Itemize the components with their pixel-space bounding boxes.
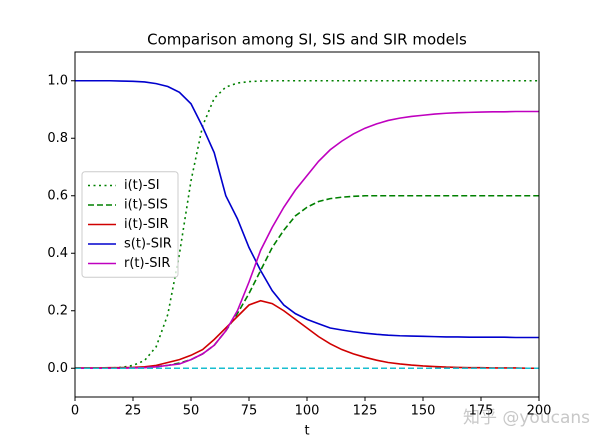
x-tick-label: 200 [527, 404, 552, 419]
legend-box [81, 171, 179, 278]
x-tick-label: 150 [411, 404, 436, 419]
y-tick-label: 0.2 [47, 303, 68, 318]
chart-title: Comparison among SI, SIS and SIR models [147, 31, 467, 49]
y-tick-label: 0.6 [47, 188, 68, 203]
x-tick-label: 100 [295, 404, 320, 419]
y-tick-label: 0.8 [47, 131, 68, 146]
series-line [75, 110, 539, 370]
legend-label: r(t)-SIR [124, 256, 170, 271]
x-tick-label: 175 [469, 404, 494, 419]
legend-label: i(t)-SIR [124, 217, 169, 232]
x-tick-label: 125 [353, 404, 378, 419]
legend-label: i(t)-SI [124, 178, 160, 193]
y-tick-label: 0.0 [47, 361, 68, 376]
x-tick-label: 50 [183, 404, 200, 419]
series-line [75, 79, 539, 370]
x-axis-label: t [304, 424, 309, 439]
watermark: 知乎 @youcans [463, 408, 590, 428]
x-tick-label: 75 [241, 404, 258, 419]
series-line [75, 79, 539, 339]
series-line [75, 299, 539, 370]
y-tick-label: 1.0 [47, 73, 68, 88]
x-tick-label: 25 [125, 404, 142, 419]
legend-label: s(t)-SIR [124, 237, 172, 252]
legend-label: i(t)-SIS [124, 198, 168, 213]
x-tick-label: 0 [71, 404, 79, 419]
y-tick-label: 0.4 [47, 246, 68, 261]
